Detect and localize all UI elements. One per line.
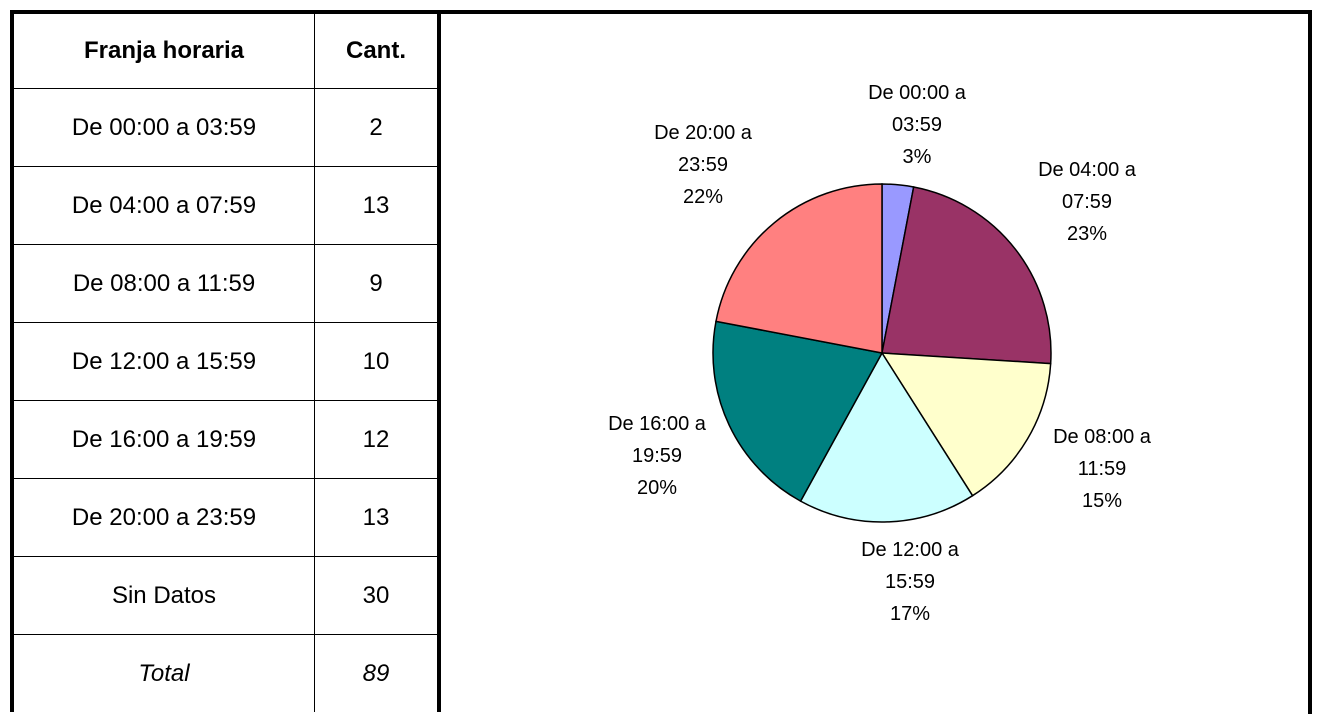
table-cell: Franja horaria [11, 11, 315, 89]
percent-label: 17% [889, 603, 931, 625]
table-cell: De 20:00 a 23:59 [11, 478, 315, 557]
pie-slice [715, 183, 883, 354]
table-cell: 13 [314, 478, 441, 557]
table-cell: Sin Datos [11, 556, 315, 635]
category-label: De 12:00 a 15:59 [861, 539, 959, 593]
table-cell: 89 [314, 634, 441, 712]
table-cell: 30 [314, 556, 441, 635]
table-cell: Cant. [314, 11, 441, 89]
table-cell: 2 [314, 88, 441, 167]
percent-label: 20% [636, 477, 678, 499]
percent-label: 23% [1066, 223, 1108, 245]
table-cell: 10 [314, 322, 441, 401]
data-table: Franja horaria Cant. De 00:00 a 03:59 2 De 0… [10, 10, 441, 712]
table-cell: De 04:00 a 07:59 [11, 166, 315, 245]
table-cell: 13 [314, 166, 441, 245]
table-row: De 04:00 a 07:59 13 [11, 166, 441, 245]
pie-slice [712, 320, 884, 503]
category-label: De 04:00 a 07:59 [1038, 159, 1136, 213]
pie-slice [881, 186, 1052, 365]
table-cell: 12 [314, 400, 441, 479]
table-row: De 12:00 a 15:59 10 [11, 322, 441, 401]
category-label: De 20:00 a 23:59 [654, 122, 752, 176]
table-row: De 08:00 a 11:59 9 [11, 244, 441, 323]
table-cell: De 12:00 a 15:59 [11, 322, 315, 401]
chart-panel [437, 10, 1312, 714]
slice-label: De 12:00 a 15:59 17% [840, 534, 980, 630]
table-row: De 20:00 a 23:59 13 [11, 478, 441, 557]
table-row: Sin Datos 30 [11, 556, 441, 635]
table-row: Total 89 [11, 634, 441, 712]
table-row: Franja horaria Cant. [11, 11, 441, 89]
category-label: De 00:00 a 03:59 [868, 82, 966, 136]
table-row: De 00:00 a 03:59 2 [11, 88, 441, 167]
percent-label: 22% [682, 186, 724, 208]
slice-label: De 16:00 a 19:59 20% [587, 408, 727, 504]
table-row: De 16:00 a 19:59 12 [11, 400, 441, 479]
percent-label: 15% [1081, 490, 1123, 512]
pie-slice [880, 352, 1052, 497]
slice-label: De 08:00 a 11:59 15% [1032, 421, 1172, 517]
table-cell: De 08:00 a 11:59 [11, 244, 315, 323]
slice-label: De 00:00 a 03:59 3% [847, 77, 987, 173]
table-cell: Total [11, 634, 315, 712]
table-cell: 9 [314, 244, 441, 323]
slice-label: De 20:00 a 23:59 22% [633, 117, 773, 213]
slice-label: De 04:00 a 07:59 23% [1017, 154, 1157, 250]
pie-slice [799, 351, 974, 523]
category-label: De 08:00 a 11:59 [1053, 426, 1151, 480]
percent-label: 3% [902, 146, 932, 168]
category-label: De 16:00 a 19:59 [608, 413, 706, 467]
